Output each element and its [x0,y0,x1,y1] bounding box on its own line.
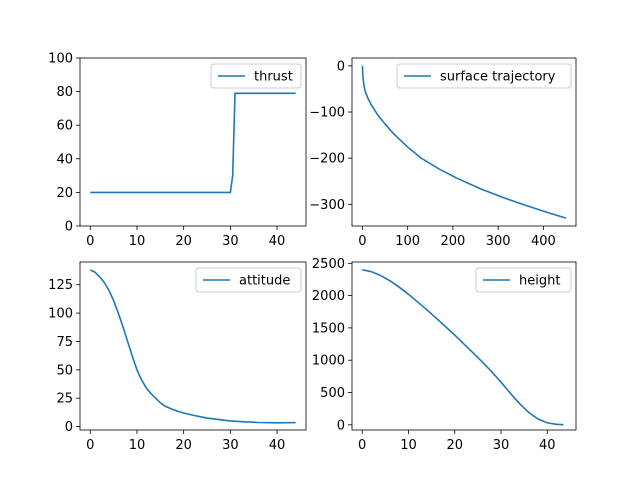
legend: height [475,267,572,293]
legend-label: height [519,274,560,289]
x-tick-label: 10 [400,438,417,453]
x-tick-label: 10 [129,438,146,453]
y-tick-label: 75 [56,335,73,350]
y-tick-label: 80 [56,85,73,100]
series-line-surface-trajectory [361,65,567,219]
x-tick-label: 0 [358,438,366,453]
legend: attitude [195,267,302,293]
y-tick-label: 2000 [312,289,345,304]
axes-frame [79,57,307,227]
x-tick-label: 300 [486,234,511,249]
legend: surface trajectory [396,63,572,89]
x-tick-label: 0 [86,234,94,249]
x-tick-label: 40 [269,438,286,453]
legend-label: thrust [254,70,293,85]
legend-box [195,267,302,293]
x-tick-label: 20 [446,438,463,453]
x-tick-label: 20 [175,234,192,249]
subplot-1: 0 10 20 30 40 0 20 40 60 80 100 thrust [48,52,307,249]
x-tick-label: 30 [222,438,239,453]
x-tick-label: 30 [493,438,510,453]
x-tick-label: 200 [440,234,465,249]
legend-label: attitude [239,274,290,289]
series-line-attitude [89,269,296,424]
x-tick-label: 100 [395,234,420,249]
y-tick-label: 50 [56,363,73,378]
y-tick-label: 40 [56,152,73,167]
x-tick-label: 0 [358,234,366,249]
y-tick-label: 500 [320,386,345,401]
series-line-height [362,268,564,426]
y-tick-label: 25 [56,392,73,407]
y-tick-label: −200 [309,152,345,167]
y-tick-label: 60 [56,119,73,134]
y-tick-label: 0 [337,59,345,74]
y-tick-label: 20 [56,186,73,201]
y-tick-label: −100 [309,106,345,121]
legend-box [210,63,302,89]
x-tick-label: 10 [129,234,146,249]
axes-frame [351,261,577,431]
x-tick-label: 400 [531,234,556,249]
axes-frame [351,57,577,227]
legend-box [475,267,572,293]
x-tick-label: 30 [222,234,239,249]
y-tick-label: 100 [48,52,73,67]
x-tick-label: 40 [269,234,286,249]
y-tick-label: 100 [48,307,73,322]
subplot-3: 0 10 20 30 40 0 25 50 75 100 125 attitude [48,261,307,453]
x-tick-label: 40 [539,438,556,453]
y-tick-label: 2500 [312,257,345,272]
y-tick-label: 0 [337,418,345,433]
legend: thrust [210,63,302,89]
y-tick-label: 0 [65,420,73,435]
x-tick-label: 0 [86,438,94,453]
legend-box [396,63,572,89]
x-tick-label: 20 [175,438,192,453]
y-tick-label: 1500 [312,321,345,336]
series-line-thrust [90,92,296,194]
subplot-2: 0 100 200 300 400 0 −100 −200 −300 surface trajec… [309,57,577,249]
y-tick-label: 0 [65,220,73,235]
legend-label: surface trajectory [440,70,556,85]
y-tick-label: −300 [309,198,345,213]
y-tick-label: 125 [48,278,73,293]
subplot-4: 0 10 20 30 40 0 500 1000 1500 2000 2500 height [312,257,577,453]
y-tick-label: 1000 [312,354,345,369]
axes-frame [79,261,307,431]
